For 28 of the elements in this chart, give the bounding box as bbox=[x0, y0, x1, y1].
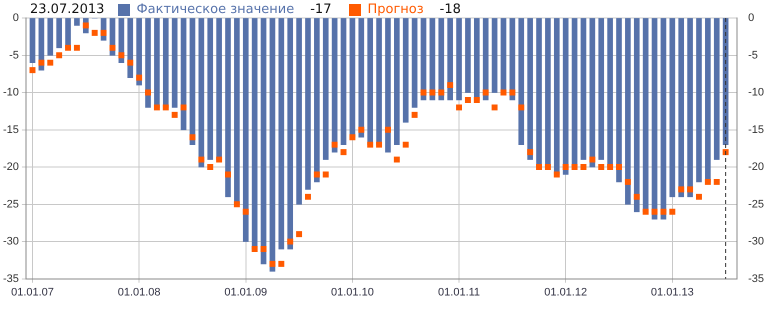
legend-label: Фактическое значение bbox=[136, 2, 294, 17]
y2-tick-label: -15 bbox=[748, 124, 764, 136]
text: -17 bbox=[310, 2, 332, 17]
x-tick-label: 01.01.11 bbox=[438, 286, 480, 298]
x-tick-label: 01.01.07 bbox=[11, 286, 54, 298]
legend-title: 23.07.2013 bbox=[30, 2, 104, 17]
x-tick-label: 01.01.12 bbox=[544, 286, 588, 298]
y2-tick-label: -25 bbox=[748, 198, 764, 210]
y2-tick-label: -20 bbox=[748, 161, 764, 174]
x-tick-label: 01.01.13 bbox=[650, 286, 694, 298]
y2-tick-label: -10 bbox=[748, 86, 764, 99]
y-tick-label: -10 bbox=[2, 86, 19, 99]
text: -18 bbox=[440, 2, 461, 17]
y-tick-label: 0 bbox=[12, 12, 19, 24]
y2-tick-label: -5 bbox=[748, 49, 758, 62]
y-tick-label: -20 bbox=[2, 161, 19, 174]
y2-tick-label: -30 bbox=[748, 236, 764, 248]
x-tick-label: 01.01.08 bbox=[118, 286, 161, 298]
y-tick-label: -5 bbox=[9, 49, 19, 62]
y-tick-label: -15 bbox=[2, 124, 19, 136]
x-tick-label: 01.01.09 bbox=[224, 286, 268, 298]
y2-tick-label: -35 bbox=[748, 272, 764, 285]
y-tick-label: -25 bbox=[2, 198, 19, 210]
y-tick-label: -30 bbox=[2, 236, 19, 248]
x-tick-label: 01.01.10 bbox=[330, 286, 374, 298]
legend-label: Прогноз bbox=[367, 2, 424, 17]
y2-tick-label: 0 bbox=[748, 12, 754, 24]
y-tick-label: -35 bbox=[2, 272, 19, 285]
